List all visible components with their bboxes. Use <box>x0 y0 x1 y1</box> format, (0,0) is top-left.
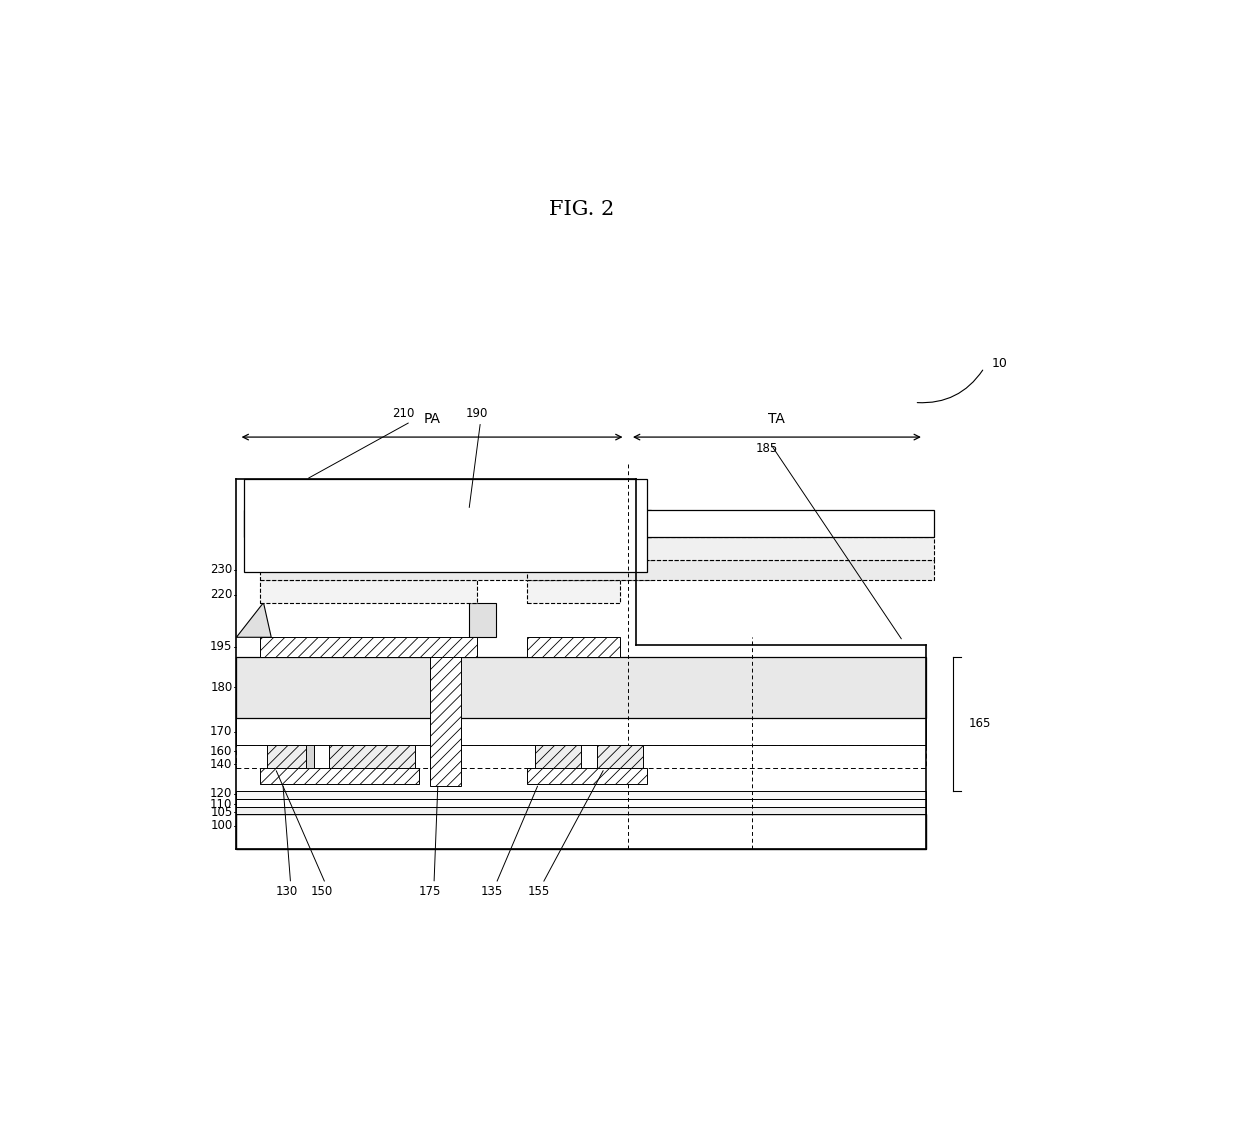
Bar <box>527 538 934 560</box>
Text: 160: 160 <box>210 745 233 757</box>
Bar <box>244 479 647 571</box>
Bar <box>237 807 926 815</box>
Bar <box>244 511 651 538</box>
Text: 220: 220 <box>210 588 233 602</box>
Bar <box>527 560 934 579</box>
Text: 100: 100 <box>211 819 233 833</box>
Bar <box>237 657 926 718</box>
Text: 175: 175 <box>419 885 441 898</box>
Text: 110: 110 <box>210 798 233 810</box>
Text: 185: 185 <box>756 442 779 455</box>
Bar <box>237 815 926 849</box>
Text: 230: 230 <box>211 564 233 576</box>
Text: 10: 10 <box>992 357 1008 371</box>
Bar <box>275 742 314 783</box>
Polygon shape <box>237 603 272 637</box>
Bar <box>534 745 582 769</box>
Text: 155: 155 <box>527 885 549 898</box>
Text: 165: 165 <box>968 718 991 730</box>
Bar <box>259 560 651 579</box>
Bar <box>259 579 476 603</box>
Bar <box>237 745 926 769</box>
Text: 135: 135 <box>481 885 503 898</box>
Text: 130: 130 <box>275 885 298 898</box>
Bar <box>259 538 651 560</box>
Bar <box>237 791 926 799</box>
Bar <box>259 769 419 783</box>
Bar <box>527 637 620 657</box>
Bar <box>237 718 926 745</box>
Text: FIG. 2: FIG. 2 <box>548 201 614 220</box>
Bar <box>237 799 926 807</box>
Text: 210: 210 <box>392 408 414 420</box>
Text: 150: 150 <box>310 885 332 898</box>
Bar <box>511 511 934 538</box>
Bar <box>527 579 620 603</box>
Text: 140: 140 <box>210 757 233 771</box>
Text: 120: 120 <box>210 787 233 800</box>
Text: 180: 180 <box>211 681 233 694</box>
Bar <box>596 745 644 769</box>
Text: 105: 105 <box>211 806 233 818</box>
Bar <box>430 647 461 786</box>
Text: TA: TA <box>769 411 785 426</box>
Bar <box>268 745 306 769</box>
Polygon shape <box>469 603 496 637</box>
Bar <box>259 637 476 657</box>
Bar <box>527 769 647 783</box>
Text: 195: 195 <box>210 640 233 654</box>
Text: 170: 170 <box>210 725 233 738</box>
Text: PA: PA <box>424 411 440 426</box>
Bar <box>330 745 414 769</box>
Text: 190: 190 <box>465 408 487 420</box>
